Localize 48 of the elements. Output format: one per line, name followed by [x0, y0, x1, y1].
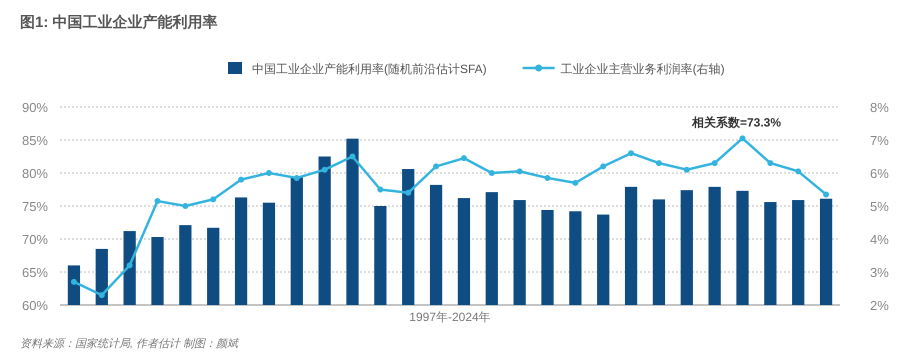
point: [405, 190, 412, 196]
point: [544, 174, 550, 181]
point: [266, 170, 272, 176]
point: [154, 198, 160, 204]
y-tick-label: 90%: [22, 100, 48, 115]
point: [210, 196, 216, 202]
y2-tick-label: 8%: [870, 100, 890, 115]
y2-tick-label: 2%: [870, 298, 890, 313]
x-axis-title: 1997年-2024年: [409, 310, 491, 324]
point: [488, 170, 495, 176]
y2-tick-label: 3%: [870, 265, 890, 280]
point: [98, 292, 105, 298]
point: [823, 191, 830, 198]
y2-tick-label: 6%: [870, 166, 890, 181]
point: [126, 262, 133, 268]
y-tick-label: 70%: [22, 232, 48, 247]
point: [795, 168, 802, 174]
point: [516, 168, 523, 174]
point: [182, 203, 188, 209]
point: [322, 166, 328, 173]
point: [684, 166, 690, 173]
point: [767, 160, 774, 166]
legend-label: 中国工业企业产能利用率(随机前沿估计SFA): [252, 62, 487, 76]
point: [656, 160, 662, 166]
annotation: 相关系数=73.3%: [690, 115, 782, 130]
point: [740, 135, 746, 142]
legend-label: 工业企业主营业务利润率(右轴): [560, 62, 725, 76]
point: [70, 278, 77, 285]
point: [628, 150, 634, 156]
point: [460, 155, 467, 162]
point: [712, 160, 718, 166]
point: [572, 180, 578, 186]
y2-tick-label: 7%: [870, 133, 890, 148]
y2-tick-label: 5%: [870, 199, 890, 214]
y-tick-label: 65%: [22, 265, 48, 280]
text: 资料来源：国家统计局, 作者估计 制图：颜斌: [20, 337, 240, 350]
y2-tick-label: 4%: [870, 232, 890, 247]
y-tick-label: 85%: [22, 133, 48, 148]
point: [600, 163, 606, 170]
point: [377, 186, 384, 192]
point: [433, 163, 440, 170]
point: [294, 174, 300, 181]
point: [238, 176, 244, 183]
point: [350, 154, 356, 160]
y-tick-label: 60%: [22, 298, 48, 313]
y-tick-label: 75%: [22, 199, 48, 214]
chart-title: 图1: 中国工业企业产能利用率: [20, 13, 218, 31]
y-tick-label: 80%: [22, 166, 48, 181]
